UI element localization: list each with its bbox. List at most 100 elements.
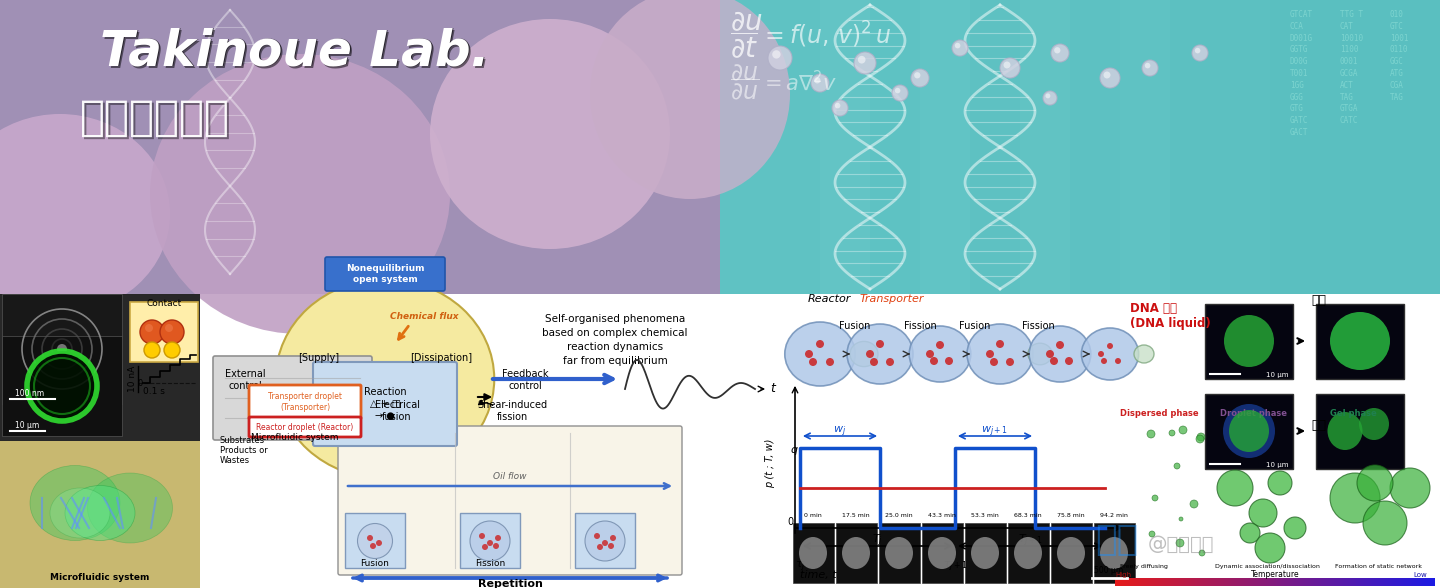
- Text: External
control: External control: [225, 369, 265, 391]
- Text: Self-organised phenomena
based on complex chemical
reaction dynamics
far from eq: Self-organised phenomena based on comple…: [543, 314, 688, 366]
- Bar: [1119, 578, 1120, 586]
- Bar: [1151, 578, 1152, 586]
- Circle shape: [1174, 463, 1179, 469]
- Text: DNA 液滴
(DNA liquid): DNA 液滴 (DNA liquid): [1130, 302, 1211, 330]
- Ellipse shape: [1228, 410, 1269, 452]
- Text: Dynamic association/dissociation: Dynamic association/dissociation: [1215, 564, 1320, 569]
- Bar: [1312, 578, 1313, 586]
- Text: Microfluidic system: Microfluidic system: [50, 573, 150, 582]
- Bar: [1354, 578, 1355, 586]
- Bar: [1140, 578, 1142, 586]
- Bar: [1259, 578, 1260, 586]
- Bar: [1318, 578, 1319, 586]
- Bar: [1272, 578, 1273, 586]
- Bar: [1276, 578, 1277, 586]
- Bar: [1129, 578, 1130, 586]
- Circle shape: [876, 340, 884, 348]
- Bar: [1208, 578, 1210, 586]
- Bar: [1417, 578, 1418, 586]
- Text: q: q: [791, 445, 798, 455]
- Text: Contact: Contact: [147, 299, 181, 308]
- Text: 100 nm: 100 nm: [16, 389, 45, 398]
- Text: $\tau_j$: $\tau_j$: [795, 559, 805, 574]
- Bar: [1308, 578, 1309, 586]
- Bar: [1349, 578, 1351, 586]
- Text: 融合: 融合: [1310, 294, 1326, 307]
- Bar: [1413, 578, 1414, 586]
- Bar: [1240, 578, 1243, 586]
- FancyBboxPatch shape: [249, 417, 361, 437]
- Text: Fusion: Fusion: [959, 321, 991, 331]
- Text: Substrates: Substrates: [220, 436, 265, 445]
- Circle shape: [912, 69, 929, 87]
- Bar: [1198, 578, 1200, 586]
- Ellipse shape: [1030, 326, 1092, 382]
- Circle shape: [166, 324, 173, 332]
- Circle shape: [816, 340, 824, 348]
- Circle shape: [936, 341, 945, 349]
- Bar: [1185, 578, 1188, 586]
- Ellipse shape: [1014, 537, 1043, 569]
- Circle shape: [886, 358, 894, 366]
- Circle shape: [1179, 517, 1184, 521]
- Bar: [1261, 578, 1263, 586]
- Bar: [1388, 578, 1390, 586]
- Ellipse shape: [842, 537, 870, 569]
- Bar: [1316, 304, 1404, 379]
- Text: 0.1 s: 0.1 s: [143, 387, 164, 396]
- Bar: [1381, 578, 1382, 586]
- Circle shape: [805, 350, 814, 358]
- Circle shape: [598, 544, 603, 550]
- Ellipse shape: [1100, 537, 1128, 569]
- Bar: [1116, 578, 1119, 586]
- Text: p (t ; T, w): p (t ; T, w): [765, 438, 775, 487]
- Circle shape: [611, 535, 616, 541]
- Text: 0: 0: [138, 379, 143, 388]
- Circle shape: [768, 46, 792, 70]
- Circle shape: [1056, 341, 1064, 349]
- Bar: [1416, 578, 1417, 586]
- Circle shape: [1217, 470, 1253, 506]
- Bar: [1323, 578, 1326, 586]
- Bar: [1166, 578, 1168, 586]
- Bar: [1387, 578, 1388, 586]
- Text: Freely diffusing: Freely diffusing: [1120, 564, 1168, 569]
- Text: Fusion: Fusion: [360, 559, 389, 568]
- Bar: [1295, 578, 1296, 586]
- Bar: [1299, 578, 1300, 586]
- Circle shape: [865, 350, 874, 358]
- Bar: [1231, 578, 1233, 586]
- Bar: [1345, 578, 1346, 586]
- Circle shape: [1043, 91, 1057, 105]
- Circle shape: [367, 535, 373, 541]
- Text: 94.2 min: 94.2 min: [1100, 513, 1128, 518]
- Bar: [1270, 578, 1272, 586]
- Text: $w_{j+1}$: $w_{j+1}$: [982, 425, 1008, 439]
- Circle shape: [608, 543, 613, 549]
- Bar: [1348, 578, 1349, 586]
- Bar: [1378, 578, 1381, 586]
- Circle shape: [164, 342, 180, 358]
- Circle shape: [1152, 495, 1158, 501]
- Bar: [1254, 578, 1257, 586]
- Circle shape: [1051, 44, 1068, 62]
- Text: 53.3 min: 53.3 min: [971, 513, 999, 518]
- Bar: [1133, 578, 1135, 586]
- Bar: [1411, 578, 1413, 586]
- Bar: [1205, 578, 1207, 586]
- Bar: [1397, 578, 1398, 586]
- Bar: [1215, 578, 1217, 586]
- Ellipse shape: [65, 486, 135, 540]
- Bar: [1362, 578, 1364, 586]
- Bar: [1356, 578, 1358, 586]
- Circle shape: [996, 340, 1004, 348]
- Text: Fission: Fission: [1021, 321, 1054, 331]
- Circle shape: [1197, 433, 1205, 441]
- Ellipse shape: [1359, 408, 1390, 440]
- Circle shape: [809, 358, 816, 366]
- Text: Gel phase: Gel phase: [1331, 409, 1377, 418]
- Text: 0: 0: [788, 517, 793, 527]
- Bar: [1, 294, 122, 404]
- Ellipse shape: [968, 324, 1032, 384]
- Bar: [1247, 578, 1248, 586]
